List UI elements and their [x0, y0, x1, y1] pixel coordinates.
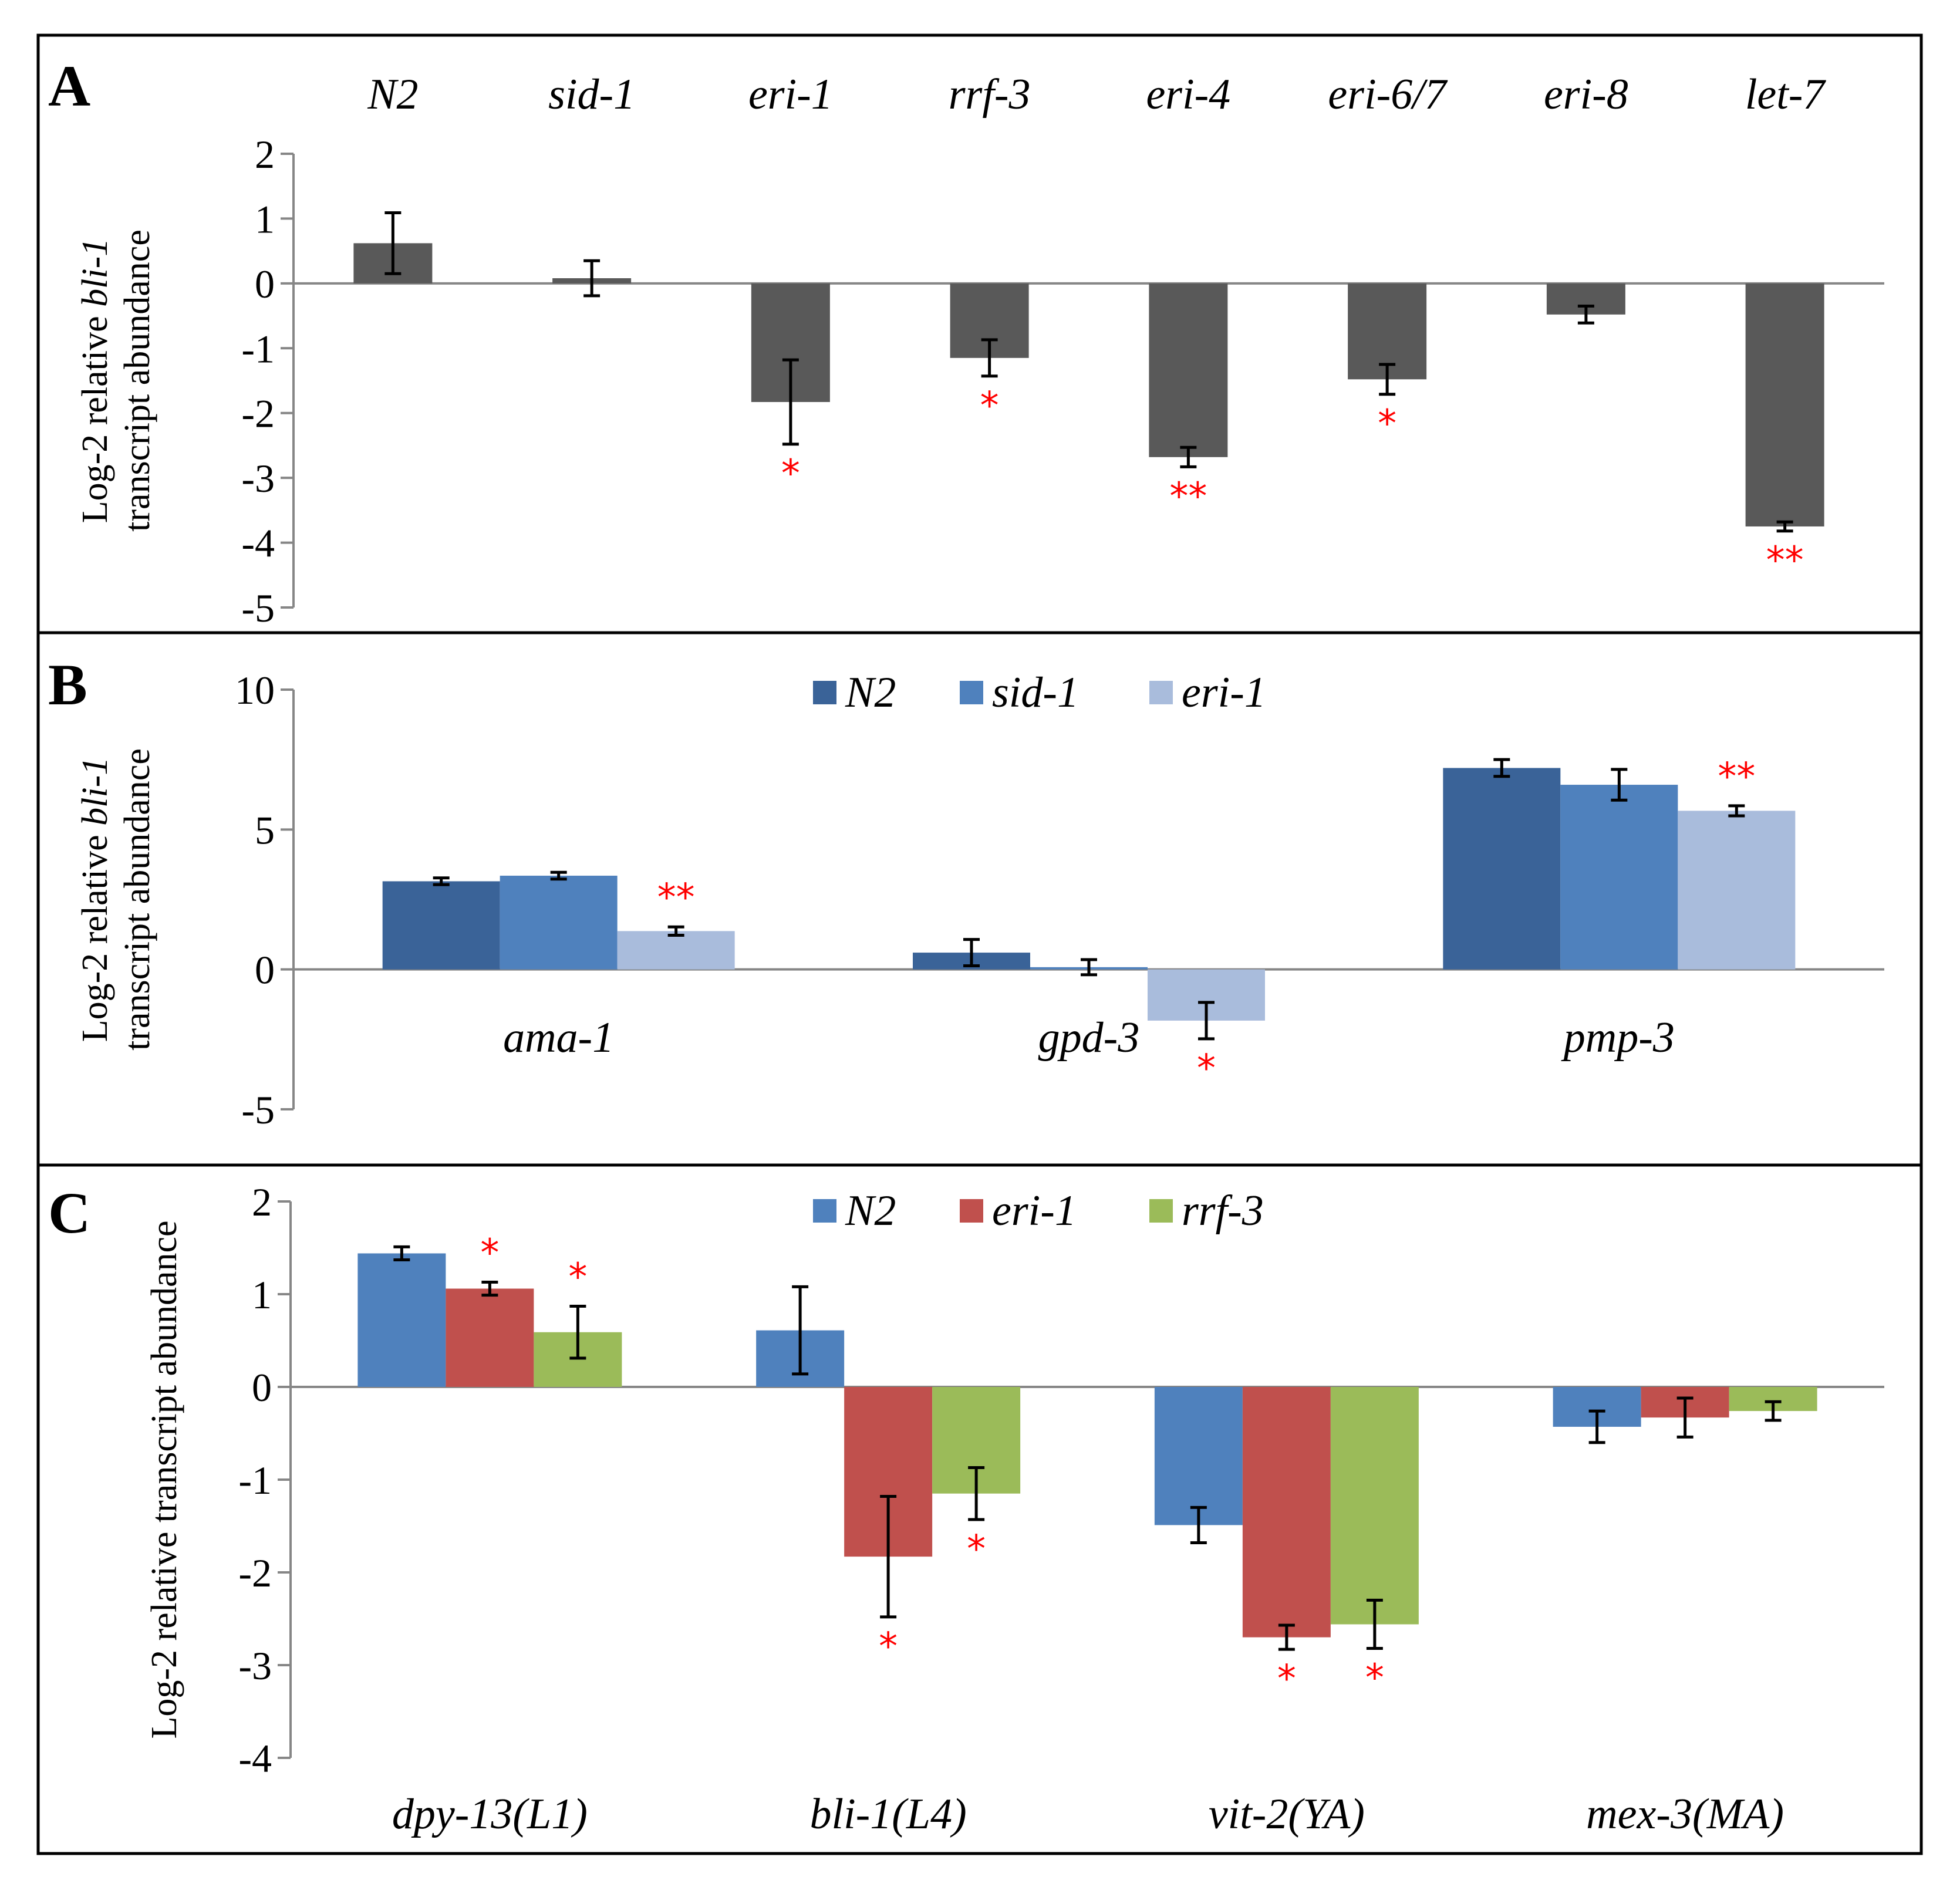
legend-swatch — [813, 681, 836, 704]
y-axis-label-gene: bli-1 — [75, 757, 115, 826]
significance-star: * — [1378, 403, 1396, 446]
legend-swatch — [960, 681, 983, 704]
bar-N2-pmp-3 — [1443, 768, 1561, 970]
panel-frame — [36, 1163, 1923, 1855]
panel-letter: C — [48, 1180, 90, 1245]
significance-star: * — [480, 1231, 499, 1275]
y-tick-label: -3 — [238, 1643, 272, 1688]
y-tick-label: -5 — [241, 1088, 275, 1132]
legend-label: eri-1 — [992, 1187, 1077, 1235]
legend-swatch — [1149, 1199, 1173, 1223]
y-tick-label: -5 — [241, 586, 275, 630]
y-axis-label-line2: transcript abundance — [117, 229, 157, 532]
bar-rrf-3-vit-2(YA) — [1330, 1387, 1419, 1625]
y-axis-label-text: Log-2 relative — [75, 826, 115, 1042]
panel-letter: A — [48, 53, 90, 119]
y-tick-label: -1 — [238, 1458, 272, 1503]
legend-label: sid-1 — [992, 669, 1079, 717]
significance-star: * — [1197, 1047, 1216, 1091]
significance-star: * — [568, 1256, 587, 1299]
y-tick-label: 1 — [252, 1272, 272, 1317]
y-tick-label: 0 — [255, 948, 275, 992]
bar-sid-1-ama-1 — [500, 875, 618, 970]
y-tick-label: -3 — [241, 456, 275, 501]
legend-label: N2 — [845, 1187, 896, 1235]
category-label: gpd-3 — [1038, 1014, 1140, 1062]
significance-star: ** — [1169, 475, 1207, 518]
legend-label: eri-1 — [1182, 669, 1266, 717]
significance-star: ** — [1718, 755, 1755, 799]
bar-value-eri-4 — [1149, 283, 1228, 457]
y-tick-label: -4 — [238, 1736, 272, 1781]
category-label: eri-8 — [1544, 70, 1628, 119]
y-tick-label: 0 — [252, 1365, 272, 1410]
category-label: dpy-13(L1) — [392, 1790, 588, 1838]
bar-N2-dpy-13(L1) — [357, 1253, 446, 1387]
y-axis-label-gene: bli-1 — [75, 238, 115, 307]
significance-star: * — [967, 1528, 986, 1571]
panel-b: B 10 5 0 -5 Log-2 relative bli-1transcript ab… — [36, 631, 1923, 1167]
category-label: mex-3(MA) — [1586, 1790, 1784, 1838]
y-tick-label: -4 — [241, 521, 275, 566]
legend-swatch — [813, 1199, 836, 1223]
bar-value-let-7 — [1745, 283, 1824, 526]
category-label: eri-6/7 — [1328, 70, 1448, 119]
y-tick-label: 2 — [252, 1180, 272, 1224]
significance-star: ** — [657, 876, 695, 920]
category-label: N2 — [367, 70, 418, 119]
y-axis-label-text: Log-2 relative — [75, 307, 115, 523]
significance-star: * — [781, 453, 800, 496]
y-axis-label-line2: transcript abundance — [117, 748, 157, 1051]
significance-star: * — [1277, 1657, 1296, 1701]
y-tick-label: 10 — [235, 668, 275, 713]
y-tick-label: -1 — [241, 326, 275, 371]
significance-star: ** — [1766, 539, 1804, 583]
bar-eri-1-vit-2(YA) — [1242, 1387, 1331, 1638]
y-tick-label: 2 — [255, 132, 275, 177]
significance-star: * — [1365, 1657, 1384, 1700]
panel-c: C 2 1 0 -1 -2 -3 -4 Log-2 relative transcript ab… — [36, 1163, 1923, 1855]
y-tick-label: 1 — [255, 197, 275, 241]
y-tick-label: 0 — [255, 262, 275, 306]
legend-label: N2 — [845, 669, 896, 717]
y-axis-label-text: Log-2 relative transcript abundance — [144, 1220, 184, 1738]
panel-a: A 2 1 0 -1 -2 -3 -4 -5 Log-2 relative bli-1transc… — [36, 33, 1923, 634]
legend-label: rrf-3 — [1182, 1187, 1264, 1235]
y-tick-label: -2 — [241, 391, 275, 436]
y-axis-label-line1: Log-2 relative bli-1 — [75, 238, 115, 524]
bar-N2-ama-1 — [382, 881, 500, 970]
bar-sid-1-pmp-3 — [1560, 785, 1678, 970]
category-label: eri-4 — [1146, 70, 1230, 119]
category-label: rrf-3 — [949, 70, 1031, 119]
bar-eri-1-dpy-13(L1) — [446, 1288, 534, 1387]
y-axis-label: Log-2 relative transcript abundance — [144, 1220, 184, 1738]
bar-eri-1-ama-1 — [617, 931, 735, 970]
y-axis-label: Log-2 relative bli-1transcript abundance — [75, 748, 157, 1051]
category-label: pmp-3 — [1561, 1014, 1675, 1062]
legend-swatch — [960, 1199, 983, 1223]
category-label: let-7 — [1745, 70, 1827, 119]
y-axis-label: Log-2 relative bli-1transcript abundance — [75, 229, 157, 532]
bar-eri-1-pmp-3 — [1678, 811, 1796, 970]
category-label: sid-1 — [548, 70, 635, 119]
y-axis-label-line1: Log-2 relative bli-1 — [75, 757, 115, 1042]
category-label: ama-1 — [503, 1014, 614, 1062]
bar-N2-vit-2(YA) — [1154, 1387, 1243, 1525]
category-label: bli-1(L4) — [810, 1790, 967, 1838]
significance-star: * — [980, 384, 999, 428]
panel-letter: B — [48, 652, 87, 717]
y-tick-label: -2 — [238, 1551, 272, 1595]
y-tick-label: 5 — [255, 808, 275, 852]
category-label: eri-1 — [748, 70, 833, 119]
significance-star: * — [879, 1625, 898, 1669]
y-axis-label-line1: Log-2 relative transcript abundance — [144, 1220, 184, 1738]
legend-swatch — [1149, 681, 1173, 704]
category-label: vit-2(YA) — [1209, 1790, 1365, 1838]
